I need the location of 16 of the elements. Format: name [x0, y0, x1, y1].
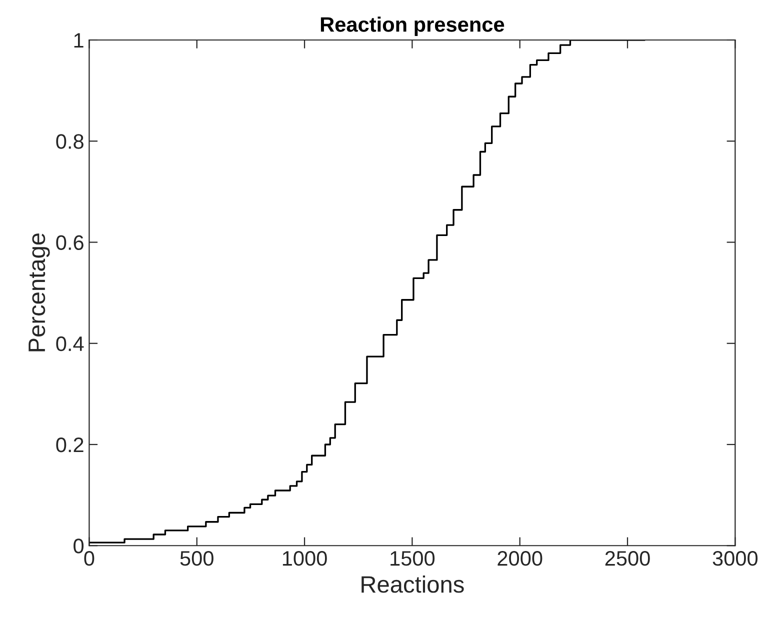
x-tick-label: 500: [180, 551, 214, 566]
x-tick-label: 2500: [605, 551, 650, 566]
y-axis-title: Percentage: [28, 233, 50, 352]
y-tick-label: 0.6: [56, 235, 84, 250]
x-tick-label: 1500: [390, 551, 435, 566]
chart-title: Reaction presence: [320, 16, 504, 36]
x-tick-label: 3000: [712, 551, 758, 566]
x-tick-label: 1000: [282, 551, 327, 566]
y-tick-label: 1: [74, 33, 84, 48]
y-tick-label: 0: [74, 538, 84, 554]
x-tick-label: 0: [84, 551, 94, 566]
y-tick-label: 0.4: [56, 336, 84, 352]
y-tick-label: 0.8: [56, 134, 84, 149]
x-tick-label: 2000: [498, 551, 542, 566]
y-tick-label: 0.2: [56, 438, 84, 452]
x-axis-title: Reactions: [362, 575, 464, 593]
